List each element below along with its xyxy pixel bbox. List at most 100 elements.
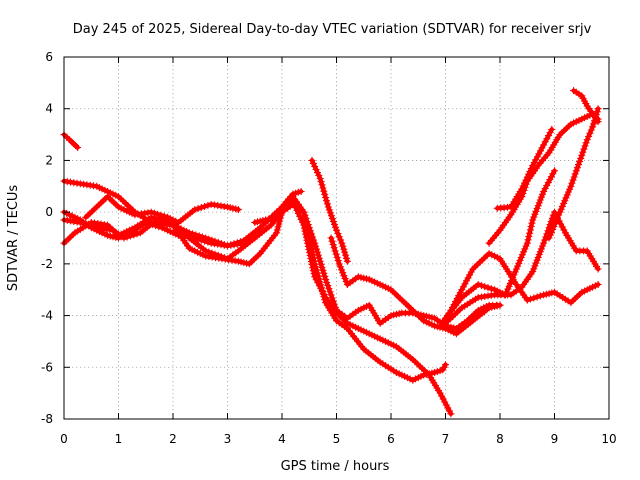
data-point-marker (520, 248, 528, 256)
data-point-marker (327, 291, 335, 299)
data-point-marker (304, 239, 312, 247)
data-point-marker (224, 242, 231, 250)
data-point-marker (338, 239, 346, 247)
data-point-marker (527, 223, 535, 230)
data-point-marker (532, 156, 540, 164)
data-point-marker (523, 296, 531, 304)
data-point-marker (524, 236, 532, 244)
data-point-marker (561, 197, 569, 205)
data-point-marker (317, 260, 325, 268)
data-point-marker (537, 245, 545, 253)
data-point-marker (274, 223, 282, 231)
data-point-marker (525, 233, 533, 240)
data-point-marker (273, 229, 281, 237)
data-point-marker (326, 288, 334, 296)
data-point-marker (67, 217, 74, 225)
data-point-marker (545, 132, 552, 140)
data-point-marker (304, 242, 312, 250)
data-point-marker (438, 392, 446, 400)
x-tick-labels: 0 1 2 3 4 5 6 7 8 9 10 (60, 432, 616, 446)
data-point-marker (340, 272, 348, 280)
data-point-marker (444, 404, 452, 412)
data-point-marker (310, 270, 318, 278)
data-point-marker (330, 300, 338, 308)
data-point-marker (538, 144, 546, 152)
data-point-marker (318, 181, 326, 189)
data-point-marker (343, 254, 350, 262)
data-point-marker (322, 275, 330, 283)
data-point-marker (181, 232, 189, 240)
data-point-marker (578, 151, 586, 159)
data-point-marker (522, 176, 530, 184)
data-point-marker (478, 282, 485, 290)
data-point-marker (308, 156, 316, 164)
data-point-marker (314, 251, 322, 259)
data-point-marker (83, 181, 91, 189)
data-point-marker (204, 201, 212, 209)
data-point-marker (543, 135, 551, 143)
data-point-marker (569, 176, 577, 184)
data-point-marker (518, 251, 526, 259)
data-point-marker (324, 282, 332, 290)
data-point-marker (315, 282, 323, 290)
data-point-marker (496, 301, 504, 309)
data-point-marker (166, 220, 174, 228)
data-point-marker (527, 165, 535, 172)
data-point-marker (329, 241, 337, 248)
data-point-marker (324, 203, 332, 211)
data-point-marker (516, 256, 524, 264)
data-point-marker (467, 268, 475, 276)
data-point-marker (549, 225, 557, 233)
data-point-marker (306, 252, 314, 259)
data-point-marker (157, 211, 165, 219)
data-point-marker (525, 170, 533, 178)
data-point-marker (529, 162, 537, 170)
series-track-11 (327, 234, 504, 338)
data-point-marker (234, 206, 242, 214)
x-tick-label: 7 (442, 432, 450, 446)
data-point-marker (541, 185, 549, 192)
data-point-marker (341, 248, 349, 256)
data-point-marker (338, 266, 346, 274)
data-point-marker (568, 179, 576, 187)
data-point-marker (311, 273, 319, 281)
data-point-marker (312, 242, 320, 250)
data-point-marker (251, 234, 259, 242)
data-point-marker (273, 226, 281, 234)
series-track-9 (308, 156, 351, 265)
data-point-marker (558, 202, 566, 210)
data-point-marker (546, 176, 554, 184)
data-point-marker (474, 281, 482, 288)
data-point-marker (545, 234, 553, 242)
data-point-marker (340, 245, 348, 253)
data-point-marker (532, 259, 540, 267)
data-point-marker (447, 410, 455, 418)
axis-ticks (63, 56, 610, 420)
data-point-marker (331, 220, 338, 228)
data-point-marker (313, 248, 321, 256)
data-point-marker (329, 218, 337, 225)
data-point-marker (306, 227, 314, 235)
data-point-marker (303, 236, 311, 244)
data-point-marker (528, 219, 536, 227)
data-point-marker (317, 285, 325, 293)
data-point-marker (163, 219, 170, 227)
data-point-marker (557, 205, 565, 213)
series-track-14 (442, 208, 602, 327)
data-point-marker (526, 229, 534, 237)
data-point-marker (133, 230, 141, 238)
data-point-marker (197, 236, 205, 244)
series-track-13 (442, 167, 558, 322)
data-point-marker (571, 170, 579, 178)
data-point-marker (316, 175, 324, 182)
data-point-marker (332, 250, 340, 258)
data-point-marker (441, 398, 449, 406)
data-point-marker (342, 278, 350, 286)
data-point-marker (587, 126, 595, 134)
data-point-marker (319, 184, 327, 192)
data-point-marker (544, 179, 552, 187)
data-point-marker (521, 245, 529, 253)
data-point-marker (536, 196, 544, 204)
data-point-marker (534, 202, 542, 210)
